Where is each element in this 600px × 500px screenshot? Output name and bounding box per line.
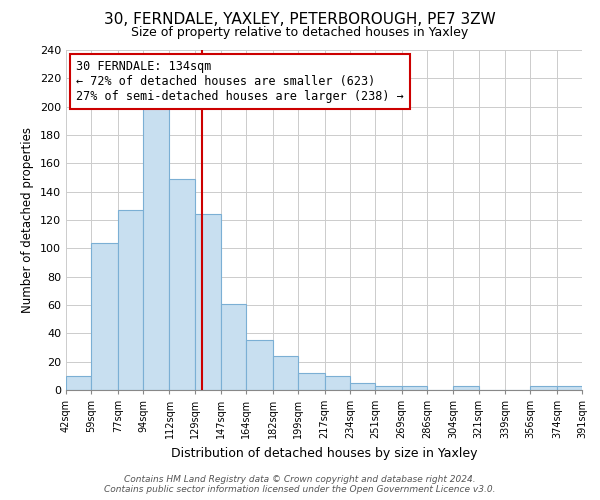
Text: Size of property relative to detached houses in Yaxley: Size of property relative to detached ho… [131, 26, 469, 39]
Bar [66, 376, 91, 390]
Bar [325, 376, 350, 390]
Bar [118, 210, 143, 390]
Bar [530, 386, 557, 390]
Bar [557, 386, 582, 390]
Text: 30 FERNDALE: 134sqm
← 72% of detached houses are smaller (623)
27% of semi-detac: 30 FERNDALE: 134sqm ← 72% of detached ho… [76, 60, 404, 103]
Bar [194, 214, 221, 390]
Bar [375, 386, 401, 390]
Bar [401, 386, 427, 390]
Y-axis label: Number of detached properties: Number of detached properties [22, 127, 34, 313]
Bar [143, 108, 169, 390]
Bar [169, 179, 194, 390]
Bar [247, 340, 273, 390]
Text: Contains HM Land Registry data © Crown copyright and database right 2024.
Contai: Contains HM Land Registry data © Crown c… [104, 474, 496, 494]
Bar [350, 383, 375, 390]
Bar [454, 386, 479, 390]
Text: 30, FERNDALE, YAXLEY, PETERBOROUGH, PE7 3ZW: 30, FERNDALE, YAXLEY, PETERBOROUGH, PE7 … [104, 12, 496, 28]
Bar [298, 373, 325, 390]
Bar [221, 304, 247, 390]
Bar [91, 242, 118, 390]
Bar [273, 356, 298, 390]
X-axis label: Distribution of detached houses by size in Yaxley: Distribution of detached houses by size … [171, 446, 477, 460]
